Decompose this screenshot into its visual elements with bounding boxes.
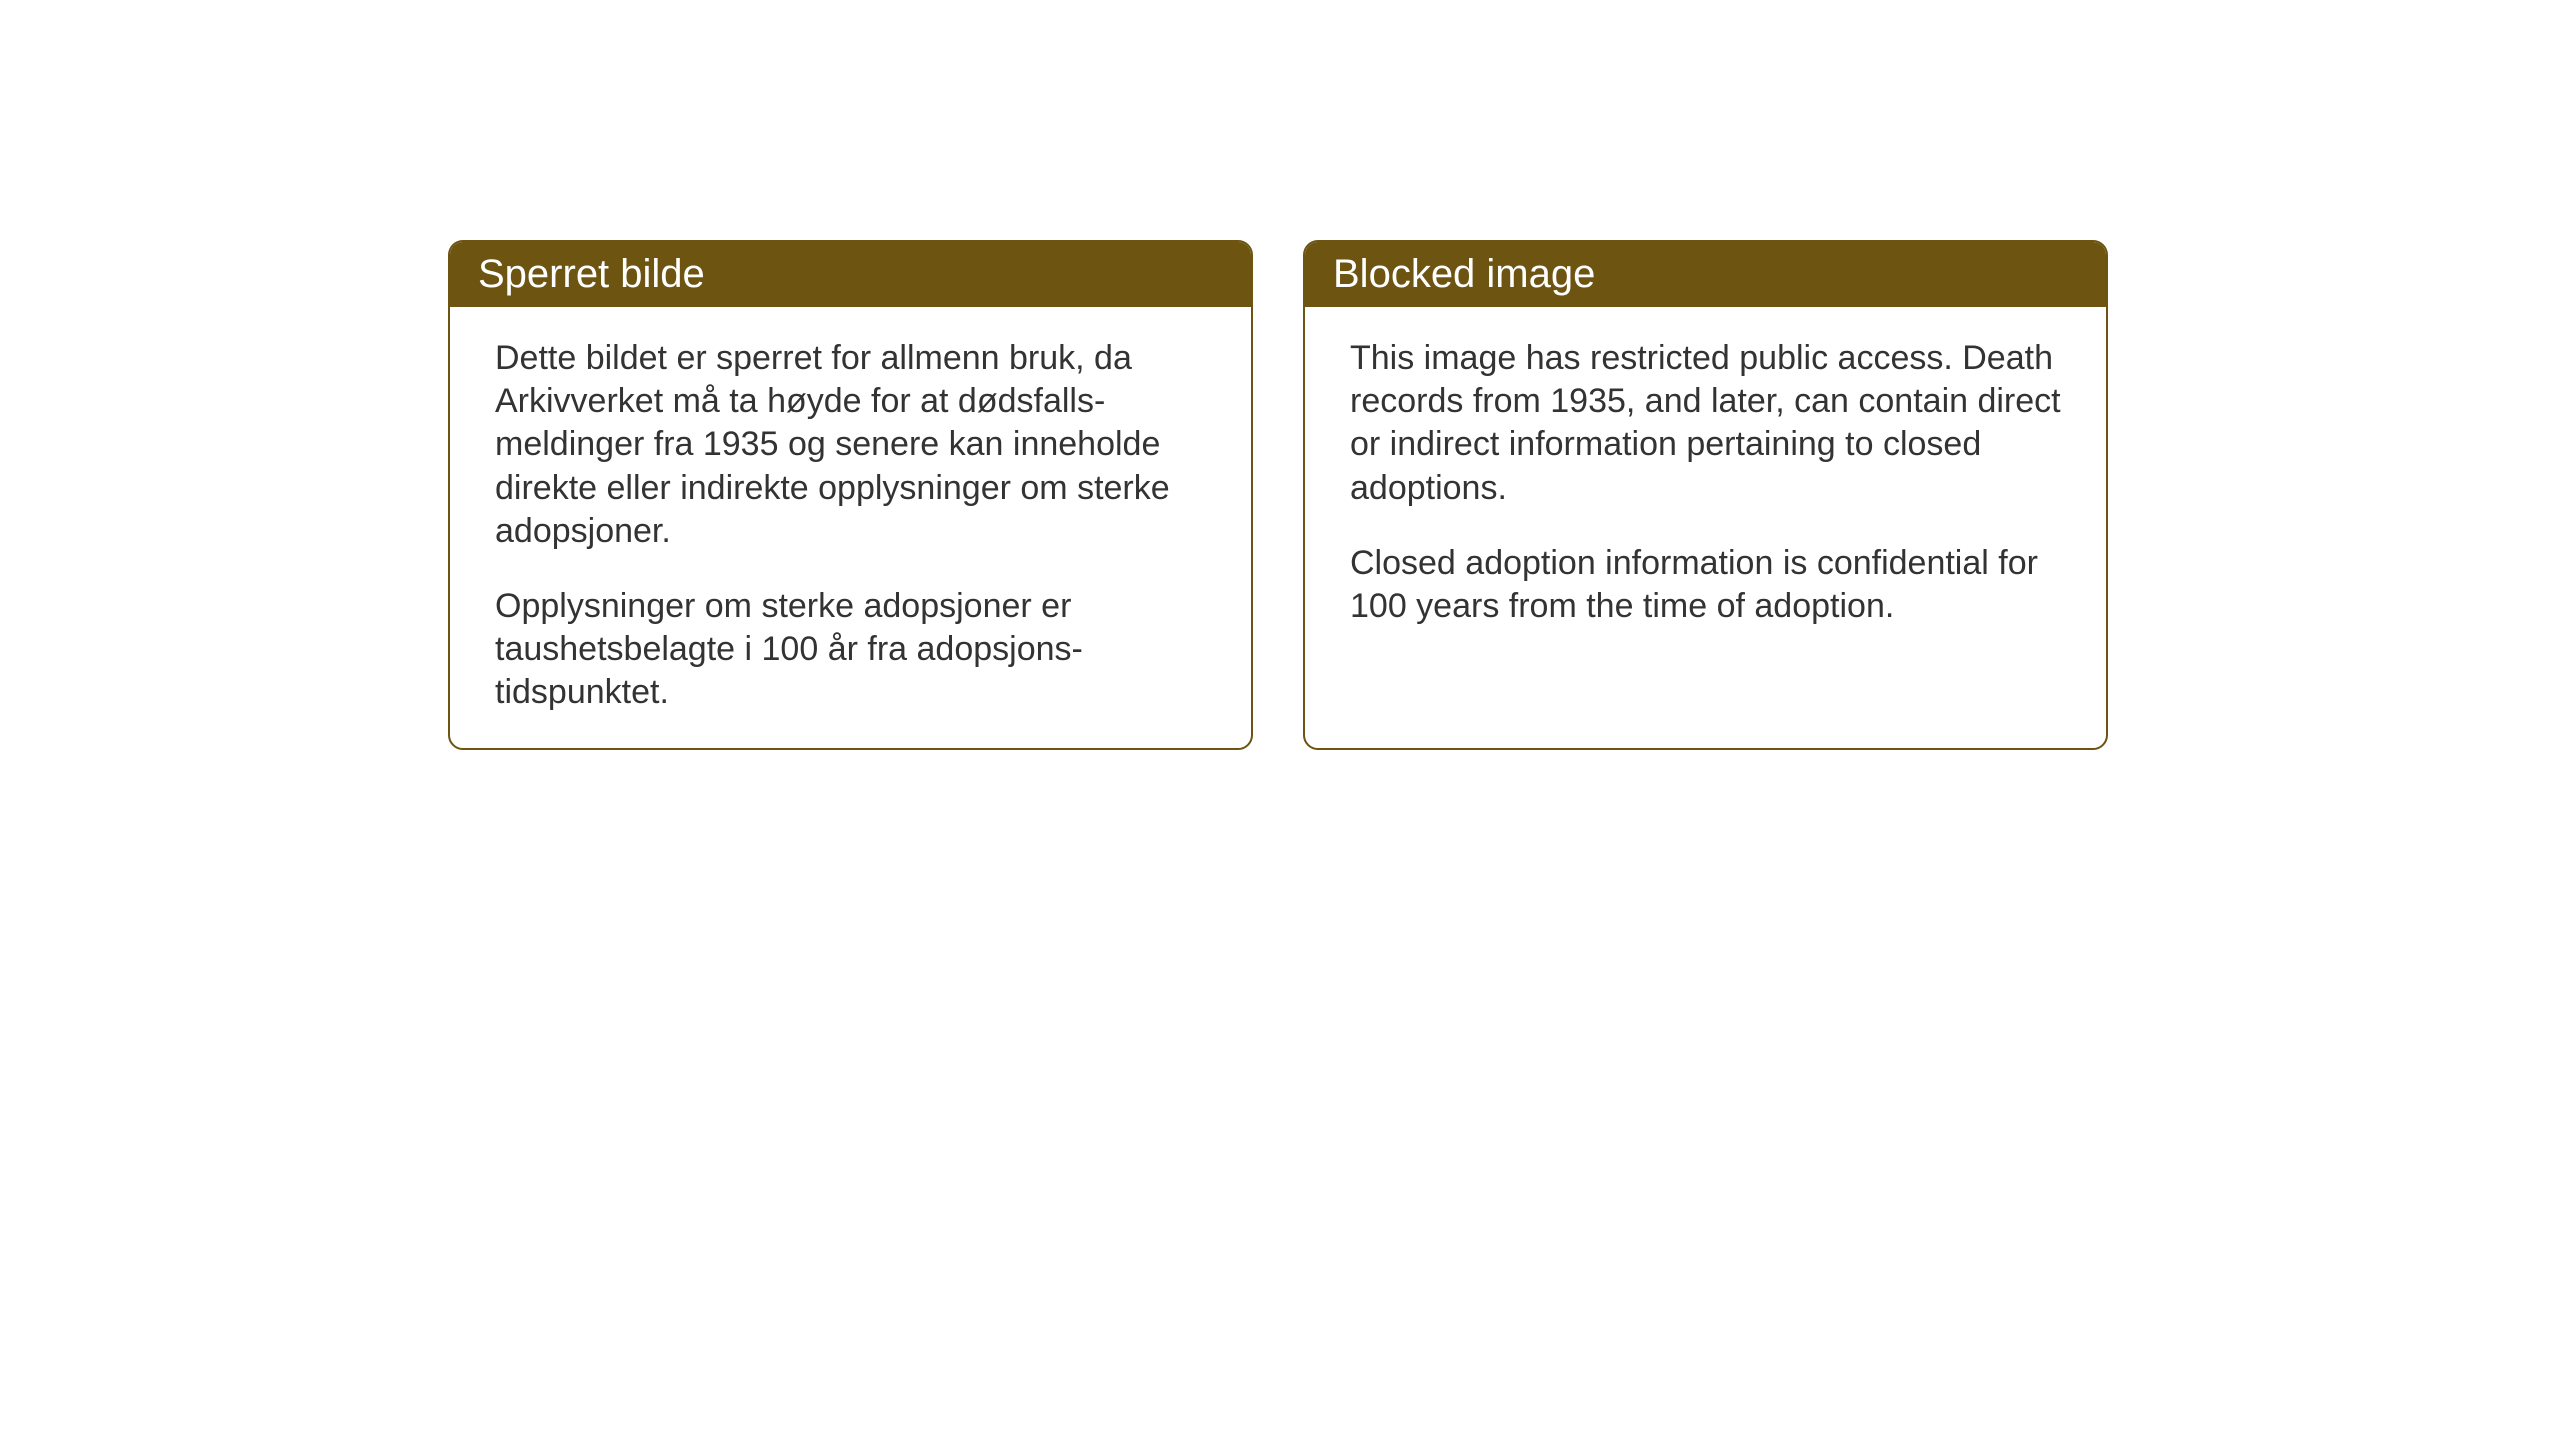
norwegian-paragraph-1: Dette bildet er sperret for allmenn bruk… (495, 337, 1206, 553)
english-paragraph-1: This image has restricted public access.… (1350, 337, 2061, 510)
english-card-title: Blocked image (1305, 242, 2106, 307)
notice-cards-container: Sperret bilde Dette bildet er sperret fo… (448, 240, 2108, 750)
norwegian-paragraph-2: Opplysninger om sterke adopsjoner er tau… (495, 585, 1206, 715)
norwegian-notice-card: Sperret bilde Dette bildet er sperret fo… (448, 240, 1253, 750)
english-paragraph-2: Closed adoption information is confident… (1350, 542, 2061, 628)
english-notice-card: Blocked image This image has restricted … (1303, 240, 2108, 750)
norwegian-card-body: Dette bildet er sperret for allmenn bruk… (450, 307, 1251, 750)
norwegian-card-title: Sperret bilde (450, 242, 1251, 307)
english-card-body: This image has restricted public access.… (1305, 307, 2106, 668)
